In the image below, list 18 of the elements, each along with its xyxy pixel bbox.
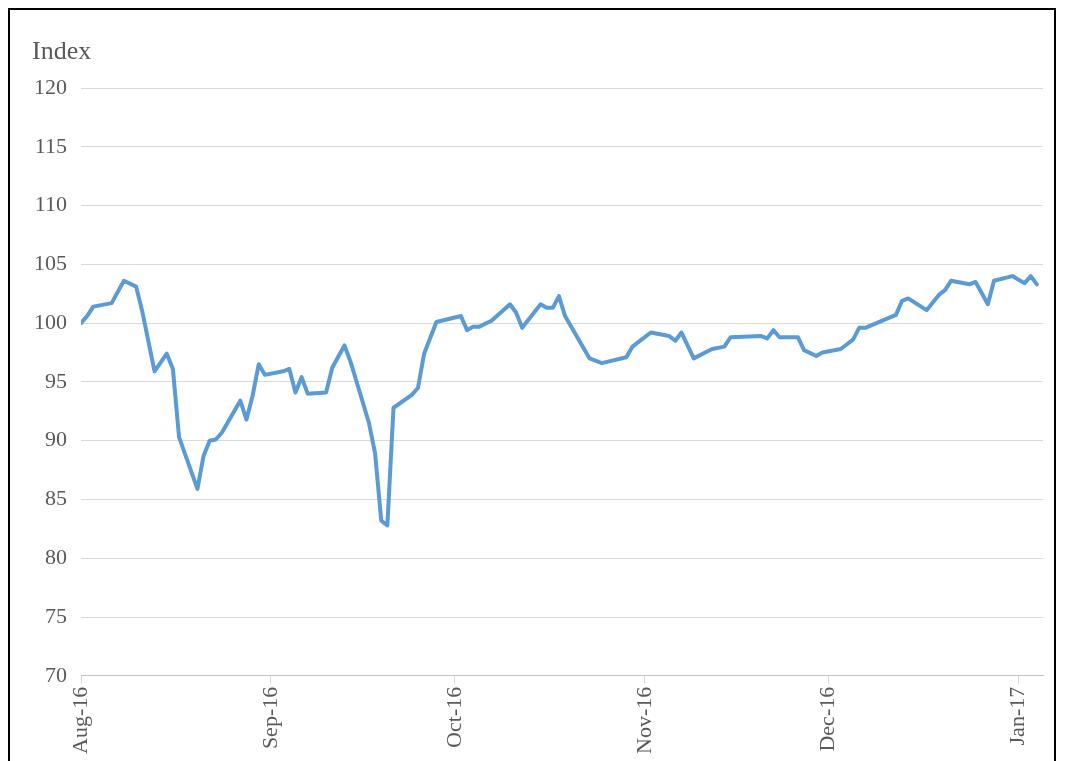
y-tick-label: 105 — [34, 250, 67, 276]
x-tick-label: Sep-16 — [256, 686, 282, 750]
y-tick-label: 90 — [45, 426, 67, 452]
y-tick-label: 120 — [34, 73, 67, 99]
x-tick-label: Nov-16 — [630, 686, 656, 754]
y-tick-label: 85 — [45, 485, 67, 511]
y-tick-label: 115 — [34, 132, 67, 158]
y-tick-label: 95 — [45, 367, 67, 393]
y-tick-label: 70 — [45, 661, 67, 687]
x-tick-label: Jan-17 — [1004, 686, 1030, 746]
y-tick-label: 100 — [34, 308, 67, 334]
y-tick-label: 80 — [45, 544, 67, 570]
x-tick-label: Dec-16 — [814, 686, 840, 752]
x-tick-label: Aug-16 — [66, 686, 92, 754]
y-axis-title: Index — [32, 36, 92, 66]
x-tick-label: Oct-16 — [440, 686, 466, 748]
y-tick-label: 75 — [45, 602, 67, 628]
y-tick-label: 110 — [34, 191, 67, 217]
